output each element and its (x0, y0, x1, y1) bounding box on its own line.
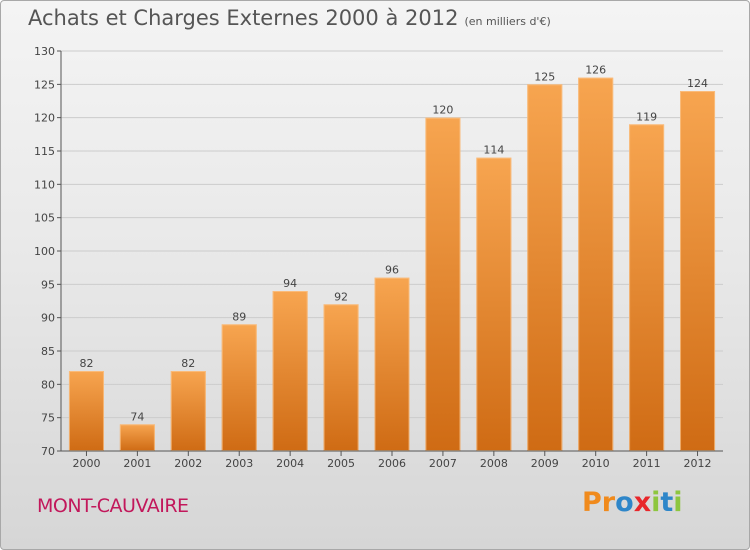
logo-letter: r (601, 487, 616, 518)
bar (170, 371, 206, 451)
y-tick-label: 120 (34, 112, 55, 125)
labels: 70 75 80 85 90 95 100 105 110 115 120 125 130 82 2000 7… (34, 45, 712, 470)
bar (680, 91, 716, 451)
bar (119, 424, 155, 451)
logo-letter: i (673, 487, 683, 518)
bar (425, 117, 461, 452)
y-tick-label: 70 (41, 445, 55, 458)
y-tick-label: 130 (34, 45, 55, 58)
bar-value-label: 74 (130, 410, 144, 423)
bar-value-label: 96 (385, 264, 399, 277)
bar (221, 324, 257, 451)
bar (629, 124, 665, 451)
bar-value-label: 94 (283, 277, 297, 290)
x-tick-label: 2002 (174, 457, 202, 470)
bar-value-label: 119 (636, 110, 657, 123)
bar-value-label: 120 (432, 104, 453, 117)
axes (57, 50, 723, 456)
x-tick-label: 2003 (225, 457, 253, 470)
x-tick-label: 2006 (378, 457, 406, 470)
logo-letter: t (660, 487, 674, 518)
bars (68, 77, 716, 452)
bar-value-label: 126 (585, 64, 606, 77)
bar-value-label: 82 (181, 357, 195, 370)
y-tick-label: 115 (34, 145, 55, 158)
proxiti-logo[interactable]: Proxiti (582, 487, 683, 518)
x-tick-label: 2007 (429, 457, 457, 470)
location-name: MONT-CAUVAIRE (37, 495, 189, 517)
bar-value-label: 125 (534, 70, 555, 83)
y-tick-label: 75 (41, 412, 55, 425)
chart-title-text: Achats et Charges Externes 2000 à 2012 (28, 6, 459, 30)
bar-value-label: 82 (79, 357, 93, 370)
x-tick-label: 2001 (123, 457, 151, 470)
x-tick-label: 2008 (480, 457, 508, 470)
bar-value-label: 114 (483, 144, 504, 157)
chart-title: Achats et Charges Externes 2000 à 2012 (e… (28, 6, 551, 30)
bar (476, 157, 512, 451)
y-tick-label: 125 (34, 78, 55, 91)
x-tick-label: 2005 (327, 457, 355, 470)
y-tick-label: 100 (34, 245, 55, 258)
y-tick-label: 110 (34, 178, 55, 191)
y-tick-label: 90 (41, 312, 55, 325)
x-tick-label: 2012 (684, 457, 712, 470)
bar-value-label: 89 (232, 310, 246, 323)
bar (272, 291, 308, 451)
bar (68, 371, 104, 451)
bar (374, 277, 410, 451)
logo-letter: x (633, 487, 652, 518)
y-tick-label: 105 (34, 212, 55, 225)
logo-letter: P (582, 487, 602, 518)
logo-letter: i (651, 487, 661, 518)
y-tick-label: 80 (41, 378, 55, 391)
x-tick-label: 2004 (276, 457, 304, 470)
logo-letter: o (615, 487, 634, 518)
x-tick-label: 2011 (633, 457, 661, 470)
bar (527, 84, 563, 451)
bar (578, 77, 614, 452)
y-tick-label: 85 (41, 345, 55, 358)
y-tick-label: 95 (41, 278, 55, 291)
bar-value-label: 92 (334, 290, 348, 303)
x-tick-label: 2010 (582, 457, 610, 470)
bar-value-label: 124 (687, 77, 708, 90)
chart-subtitle: (en milliers d'€) (464, 15, 551, 28)
bar (323, 304, 359, 451)
x-tick-label: 2009 (531, 457, 559, 470)
x-tick-label: 2000 (72, 457, 100, 470)
